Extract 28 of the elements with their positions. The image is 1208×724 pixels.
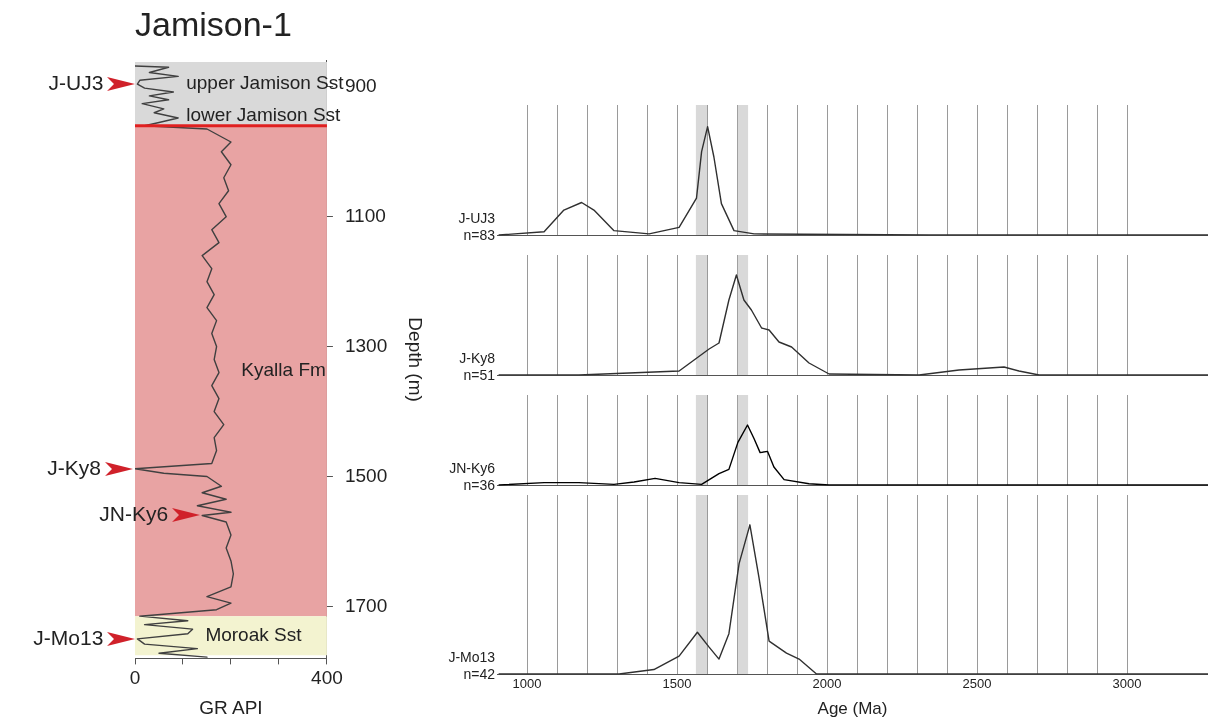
series-label: J-UJ3 n=83 [458, 210, 496, 243]
x-axis-title: Age (Ma) [817, 699, 888, 719]
chart-title: Jamison-1 [135, 4, 292, 43]
x-tick-label: 2500 [962, 676, 992, 692]
x-tick-label: 2000 [812, 676, 842, 692]
band-label: Moroak Sst [205, 623, 303, 645]
band-label: upper Jamison Sst [186, 71, 345, 93]
y-tick-label: 1500 [344, 464, 388, 486]
y-tick-label: 1700 [344, 594, 388, 616]
x-tick-label: 400 [311, 667, 343, 689]
annotation: JN-Ky6 [99, 502, 169, 526]
x-tick-label: 0 [129, 667, 141, 689]
annotation: J-Mo13 [33, 625, 104, 649]
y-axis-title: Depth (m) [405, 317, 427, 402]
x-tick-label: 1000 [512, 676, 542, 692]
x-tick-label: 1500 [662, 676, 692, 692]
y-tick-label: 1300 [344, 334, 388, 356]
x-tick-label: 3000 [1112, 676, 1142, 692]
y-tick-label: 1100 [344, 204, 386, 226]
annotation: J-Ky8 [47, 455, 101, 479]
band-label: Kyalla Fm [241, 359, 326, 381]
series-label: JN-Ky6 n=36 [449, 460, 496, 493]
x-axis-title: GR API [199, 696, 263, 718]
band-label: lower Jamison Sst [186, 103, 342, 125]
series-label: J-Ky8 n=51 [459, 350, 496, 383]
y-tick-label: 900 [344, 75, 377, 97]
annotation: J-UJ3 [48, 70, 104, 94]
series-label: J-Mo13 n=42 [448, 649, 496, 682]
